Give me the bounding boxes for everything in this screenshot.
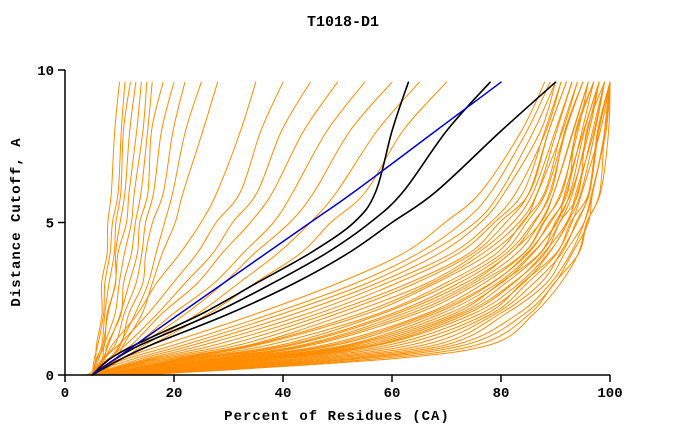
x-tick-label: 80: [493, 386, 510, 402]
highlight-black-1: [91, 81, 410, 376]
model-curve: [108, 81, 605, 376]
model-curve: [91, 81, 311, 376]
model-curve: [108, 81, 605, 376]
model-curve: [102, 81, 600, 376]
model-curve: [91, 81, 175, 376]
model-curve: [97, 81, 584, 376]
model-curve: [97, 81, 584, 376]
curves-layer: [86, 81, 611, 376]
highlight-black-2: [91, 81, 491, 376]
model-curve: [91, 81, 284, 376]
model-curve: [91, 81, 257, 376]
model-curve: [86, 81, 556, 376]
model-curve: [108, 81, 600, 376]
x-axis-label: Percent of Residues (CA): [224, 409, 450, 425]
x-tick-label: 100: [597, 386, 622, 402]
model-curve: [91, 81, 573, 376]
model-curve: [91, 81, 131, 376]
model-curve: [102, 81, 595, 376]
model-curve: [91, 81, 567, 376]
model-curve: [140, 81, 611, 376]
model-curve: [91, 81, 562, 376]
y-tick-label: 0: [46, 369, 54, 385]
model-curve: [91, 81, 562, 376]
chart-title: T1018-D1: [307, 14, 379, 31]
x-tick-label: 60: [384, 386, 401, 402]
model-curve: [91, 81, 573, 376]
model-curve: [91, 81, 202, 376]
model-curve: [91, 81, 164, 376]
model-curve: [102, 81, 600, 376]
model-curve: [86, 81, 546, 376]
model-curve: [91, 81, 556, 376]
x-tick-label: 40: [275, 386, 292, 402]
model-curve: [113, 81, 611, 376]
model-curve: [97, 81, 584, 376]
model-curve: [97, 81, 578, 376]
model-curve: [113, 81, 611, 376]
model-curve: [97, 81, 578, 376]
model-curve: [91, 81, 142, 376]
y-tick-label: 10: [37, 64, 54, 80]
x-tick-label: 20: [166, 386, 183, 402]
reference-blue: [91, 81, 502, 376]
highlight-black-3: [91, 81, 557, 376]
model-curve: [108, 81, 605, 376]
model-curve: [119, 81, 611, 376]
model-curve: [135, 81, 611, 376]
model-curve: [129, 81, 611, 376]
model-curve: [86, 81, 551, 376]
model-curve: [91, 81, 126, 376]
model-curve: [97, 81, 420, 376]
y-axis-label: Distance Cutoff, A: [9, 137, 25, 306]
x-tick-label: 0: [61, 386, 69, 402]
axes: [58, 69, 611, 382]
model-curve: [102, 81, 595, 376]
y-tick-label: 5: [46, 217, 54, 233]
model-curve: [102, 81, 595, 376]
model-curve: [102, 81, 589, 376]
model-curve: [91, 81, 148, 376]
model-curve: [91, 81, 567, 376]
model-curve: [97, 81, 589, 376]
